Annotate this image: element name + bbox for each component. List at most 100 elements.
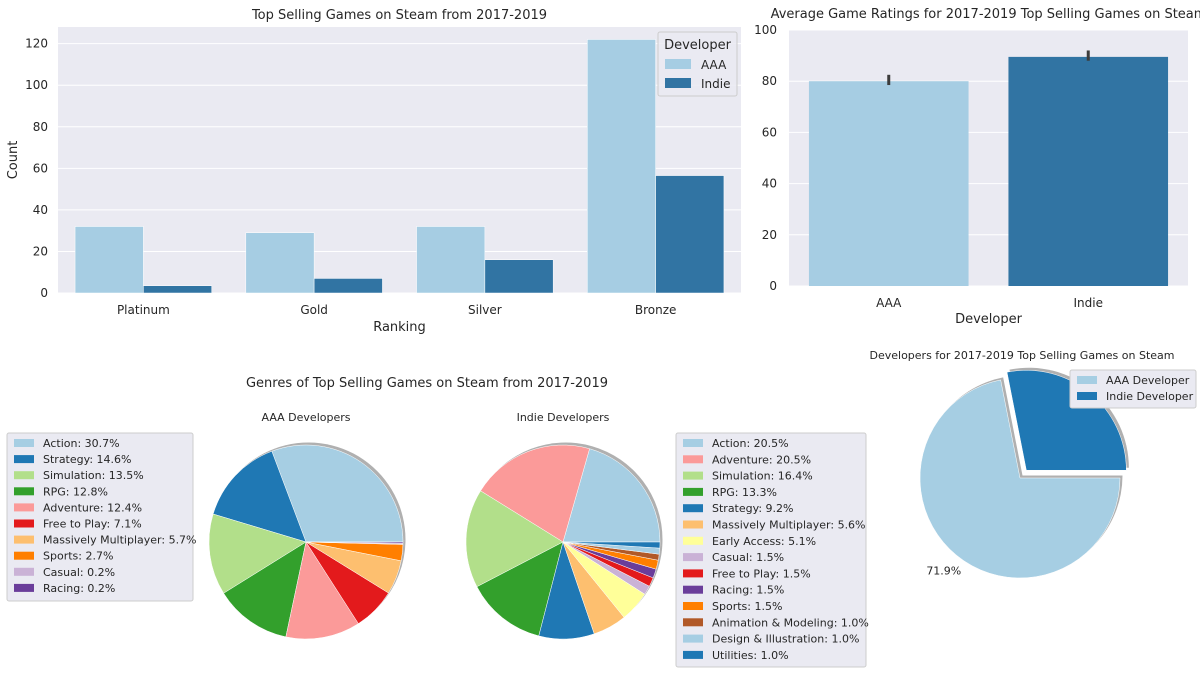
pie-slice-rpg (476, 541, 564, 637)
legend-swatch (683, 504, 703, 513)
bar-indie-silver (484, 259, 554, 294)
bar-aaa-gold (245, 232, 315, 294)
legend-label: Massively Multiplayer: 5.7% (43, 534, 197, 547)
developers-pie-chart: Developers for 2017-2019 Top Selling Gam… (870, 349, 1197, 579)
y-tick-label: 20 (33, 244, 48, 258)
ratings-bar-chart: 0 20 40 60 80 100 AAA Indie Average Game Ratings… (754, 7, 1200, 327)
legend-swatch (14, 583, 34, 592)
legend-label: Simulation: 16.4% (712, 470, 813, 483)
legend-label: Racing: 0.2% (43, 582, 115, 595)
legend-label: Sports: 2.7% (43, 550, 113, 563)
y-tick-label: 20 (762, 228, 777, 242)
legend-label: Action: 20.5% (712, 437, 789, 450)
legend-swatch (683, 569, 703, 578)
indie-genres-pie-chart: Indie Developers Action: 20.5% Adventure: … (465, 411, 869, 668)
legend-swatch (683, 536, 703, 545)
bar-aaa-bronze (587, 39, 656, 294)
aaa-genres-pie-chart: AAA Developers Action: 30.7% Strategy: 14.… (6, 411, 406, 640)
legend-swatch (14, 487, 34, 496)
bar-indie-platinum (143, 285, 212, 294)
chart-title: Indie Developers (517, 411, 610, 424)
legend-label: RPG: 12.8% (43, 485, 108, 498)
legend-label: Simulation: 13.5% (43, 469, 144, 482)
chart-title: Average Game Ratings for 2017-2019 Top S… (771, 7, 1200, 22)
x-tick-label: Indie (1074, 296, 1103, 310)
legend-swatch (14, 519, 34, 528)
legend-label: Strategy: 9.2% (712, 502, 793, 515)
legend-swatch (683, 455, 703, 464)
legend-swatch (14, 551, 34, 560)
pie-slice-simulation (208, 513, 307, 594)
pie-slice-adventure (285, 541, 359, 640)
y-axis-label: Count (6, 141, 21, 180)
legend-swatch (14, 439, 34, 447)
y-tick-label: 80 (762, 74, 777, 88)
genres-suptitle: Genres of Top Selling Games on Steam fro… (246, 376, 608, 391)
legend-swatch (683, 585, 703, 594)
y-tick-label: 60 (33, 161, 48, 175)
y-tick-label: 0 (769, 279, 777, 293)
y-tick-label: 0 (40, 286, 48, 300)
legend-swatch (14, 535, 34, 544)
bar-indie-gold (313, 278, 383, 294)
legend-swatch (683, 602, 703, 610)
legend-box (675, 432, 867, 668)
y-tick-label: 120 (25, 37, 48, 51)
pie-slice-simulation (465, 490, 564, 588)
legend-label: Strategy: 14.6% (43, 453, 131, 466)
legend-swatch (14, 567, 34, 576)
legend-label: Adventure: 20.5% (712, 453, 811, 466)
legend-swatch (665, 78, 691, 88)
legend-swatch (683, 471, 703, 480)
legend-label: Action: 30.7% (43, 437, 120, 450)
y-tick-label: 80 (33, 120, 48, 134)
legend-label: Casual: 1.5% (712, 551, 784, 564)
legend-swatch (683, 650, 703, 659)
legend-swatch (683, 520, 703, 529)
legend-label: Racing: 1.5% (712, 584, 784, 597)
x-axis-label: Developer (955, 312, 1023, 327)
legend-swatch (1077, 392, 1097, 400)
legend-label: Free to Play: 1.5% (712, 567, 811, 580)
x-axis-label: Ranking (373, 320, 426, 335)
pie-slice-aaa-developer (919, 379, 1121, 579)
legend-label: Indie (701, 77, 730, 91)
legend-swatch (665, 59, 691, 69)
x-tick-label: AAA (876, 296, 902, 310)
legend-title: Developer (664, 38, 732, 53)
bar-aaa (808, 81, 969, 286)
legend-label: AAA (701, 58, 727, 72)
legend-swatch (1077, 376, 1097, 384)
y-tick-label: 60 (762, 125, 777, 139)
y-tick-label: 100 (754, 23, 777, 37)
legend-swatch (683, 487, 703, 496)
y-tick-label: 40 (33, 203, 48, 217)
legend-label: AAA Developer (1106, 374, 1190, 387)
pie-slice-strategy (212, 450, 307, 543)
pie-slice-utilities (562, 541, 661, 549)
legend-label: Animation & Modeling: 1.0% (712, 616, 869, 629)
legend-swatch (683, 618, 703, 627)
ranking-bar-chart: 0 20 40 60 80 100 120 Platinum Gold Silver Bronze T… (6, 8, 741, 335)
legend-label: Early Access: 5.1% (712, 535, 816, 548)
pie-slice-racing (305, 541, 404, 544)
legend-swatch (683, 634, 703, 643)
chart-title: Developers for 2017-2019 Top Selling Gam… (870, 349, 1175, 362)
legend-swatch (683, 553, 703, 562)
legend-label: Free to Play: 7.1% (43, 518, 142, 531)
legend-box (6, 432, 194, 602)
legend-label: RPG: 13.3% (712, 486, 777, 499)
legend-swatch (14, 455, 34, 464)
pie-slice-action (271, 444, 404, 543)
pie-slice-adventure (480, 444, 590, 543)
chart-title: AAA Developers (262, 411, 351, 424)
legend-swatch (14, 471, 34, 480)
legend-label: Casual: 0.2% (43, 566, 115, 579)
legend-label: Massively Multiplayer: 5.6% (712, 519, 866, 532)
bar-indie-bronze (655, 175, 725, 294)
y-tick-label: 100 (25, 78, 48, 92)
pct-label: 71.9% (926, 565, 961, 578)
chart-title: Top Selling Games on Steam from 2017-201… (251, 8, 547, 23)
y-tick-label: 40 (762, 177, 777, 191)
